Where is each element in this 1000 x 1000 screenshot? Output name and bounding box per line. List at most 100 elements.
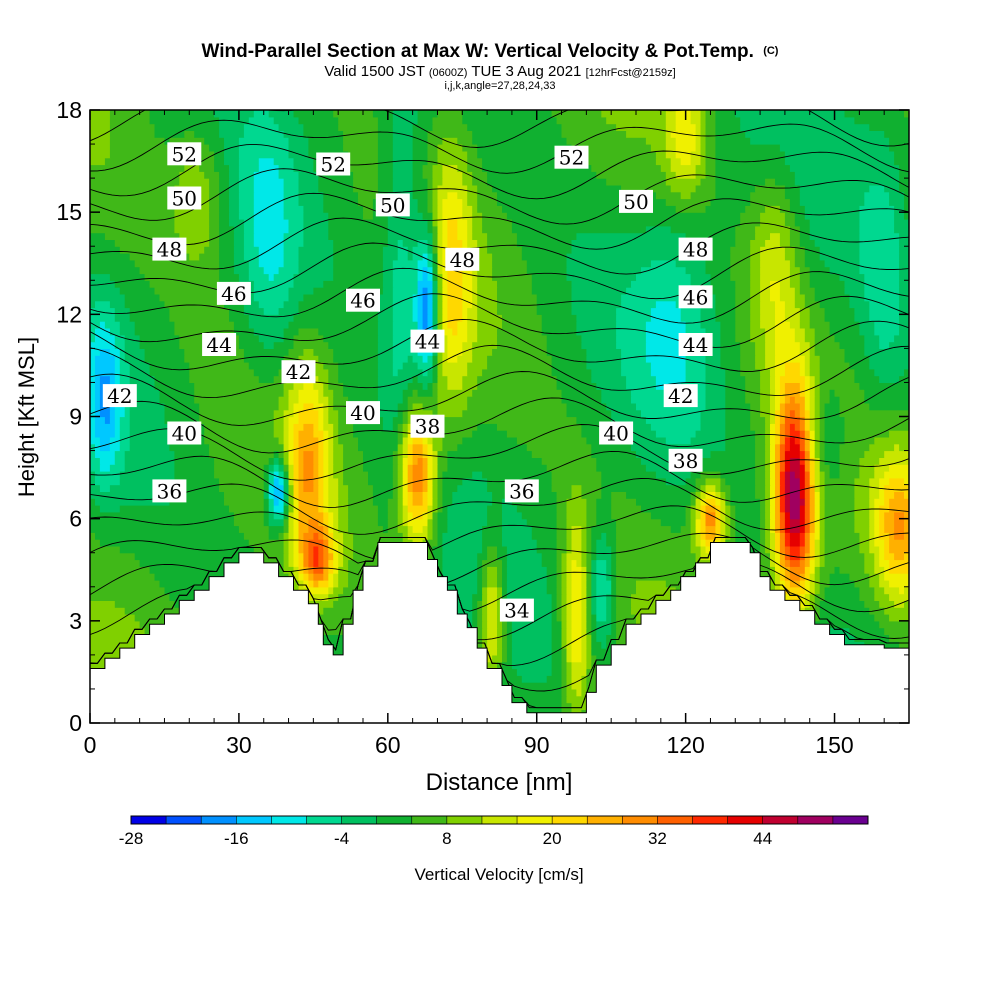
w-cell bbox=[497, 191, 657, 200]
w-cell bbox=[442, 355, 448, 363]
w-cell bbox=[799, 430, 806, 438]
w-cell bbox=[745, 130, 885, 138]
w-cell bbox=[318, 457, 324, 465]
w-cell bbox=[482, 219, 513, 227]
w-cell bbox=[412, 130, 429, 138]
w-cell bbox=[730, 511, 736, 520]
w-cell bbox=[521, 253, 568, 261]
w-cell bbox=[730, 484, 756, 492]
w-cell bbox=[402, 423, 409, 431]
w-cell bbox=[611, 600, 617, 608]
w-cell bbox=[258, 375, 275, 383]
w-cell bbox=[224, 157, 240, 166]
w-cell bbox=[283, 532, 290, 540]
w-cell bbox=[760, 219, 786, 227]
w-cell bbox=[472, 178, 488, 186]
w-cell bbox=[253, 368, 280, 377]
w-cell bbox=[596, 620, 612, 629]
w-cell bbox=[293, 402, 304, 411]
w-cell bbox=[770, 559, 776, 567]
w-cell bbox=[725, 532, 731, 540]
w-cell bbox=[174, 450, 210, 458]
contour-label-bg bbox=[167, 142, 202, 166]
w-cell bbox=[298, 184, 319, 193]
w-cell bbox=[482, 471, 553, 479]
w-cell bbox=[109, 409, 116, 418]
w-cell bbox=[869, 580, 880, 588]
w-cell bbox=[119, 477, 175, 486]
w-cell bbox=[779, 532, 786, 540]
w-cell bbox=[392, 137, 414, 145]
theta-contour bbox=[90, 397, 909, 454]
w-cell bbox=[278, 164, 295, 172]
w-cell bbox=[462, 144, 478, 152]
w-cell bbox=[894, 205, 905, 213]
w-cell bbox=[477, 614, 483, 622]
w-cell bbox=[775, 348, 801, 356]
w-cell bbox=[750, 307, 761, 315]
w-cell bbox=[179, 178, 210, 186]
w-cell bbox=[824, 314, 855, 322]
w-cell bbox=[407, 355, 414, 363]
w-cell bbox=[804, 382, 811, 390]
w-cell bbox=[392, 110, 419, 118]
w-cell bbox=[303, 225, 329, 234]
w-cell bbox=[333, 464, 344, 472]
w-cell bbox=[521, 511, 558, 520]
w-cell bbox=[164, 137, 171, 145]
w-cell bbox=[889, 198, 905, 206]
w-cell bbox=[90, 620, 141, 629]
w-cell bbox=[397, 402, 409, 411]
w-cell bbox=[899, 178, 909, 186]
w-cell bbox=[735, 300, 751, 309]
w-cell bbox=[467, 198, 478, 206]
w-cell bbox=[685, 362, 707, 370]
w-cell bbox=[397, 239, 404, 247]
w-cell bbox=[581, 620, 587, 629]
w-cell bbox=[571, 545, 582, 554]
w-cell bbox=[333, 580, 339, 588]
w-cell bbox=[804, 511, 811, 520]
w-cell bbox=[566, 620, 573, 629]
w-cell bbox=[397, 436, 404, 445]
w-cell bbox=[209, 443, 285, 452]
w-cell bbox=[407, 396, 439, 404]
w-cell bbox=[755, 491, 766, 499]
w-cell bbox=[874, 328, 900, 336]
w-cell bbox=[506, 648, 513, 656]
w-cell bbox=[541, 552, 558, 561]
w-cell bbox=[854, 634, 890, 642]
w-cell bbox=[899, 273, 909, 281]
w-cell bbox=[308, 137, 344, 145]
w-cell bbox=[760, 300, 776, 309]
w-cell bbox=[700, 144, 707, 152]
w-cell bbox=[432, 532, 439, 540]
w-cell bbox=[382, 416, 394, 424]
w-cell bbox=[904, 491, 909, 499]
w-cell bbox=[784, 511, 791, 520]
w-cell bbox=[844, 287, 865, 295]
theta-contour-label: 44 bbox=[202, 333, 237, 357]
w-cell bbox=[899, 321, 909, 329]
w-cell bbox=[90, 396, 96, 404]
w-cell bbox=[90, 212, 175, 220]
w-cell bbox=[363, 212, 374, 220]
w-cell bbox=[665, 130, 672, 138]
w-cell bbox=[313, 402, 324, 411]
w-cell bbox=[432, 273, 439, 281]
w-cell bbox=[784, 539, 791, 547]
w-cell bbox=[839, 471, 860, 479]
w-cell bbox=[219, 198, 230, 206]
w-cell bbox=[760, 402, 771, 411]
w-cell bbox=[328, 484, 339, 492]
w-cell bbox=[799, 545, 806, 554]
w-cell bbox=[804, 253, 821, 261]
w-cell bbox=[134, 614, 185, 622]
w-cell bbox=[90, 110, 111, 118]
w-cell bbox=[348, 525, 384, 533]
w-cell bbox=[819, 566, 836, 574]
w-cell bbox=[809, 491, 816, 499]
w-cell bbox=[819, 430, 826, 438]
w-cell bbox=[814, 525, 821, 533]
w-cell bbox=[735, 511, 761, 520]
